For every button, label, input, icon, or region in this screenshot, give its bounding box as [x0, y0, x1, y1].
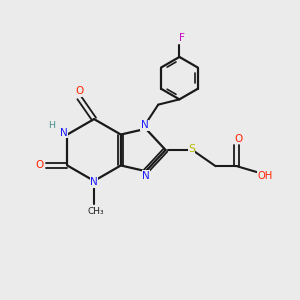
Text: H: H: [49, 121, 56, 130]
Text: F: F: [179, 33, 185, 43]
Text: S: S: [188, 143, 195, 154]
Text: OH: OH: [257, 171, 273, 181]
Text: N: N: [140, 120, 148, 130]
Text: CH₃: CH₃: [87, 207, 104, 216]
Text: O: O: [35, 160, 44, 170]
Text: N: N: [142, 171, 150, 181]
Text: N: N: [60, 128, 68, 138]
Text: O: O: [75, 86, 83, 96]
Text: N: N: [90, 177, 98, 188]
Text: O: O: [234, 134, 242, 143]
